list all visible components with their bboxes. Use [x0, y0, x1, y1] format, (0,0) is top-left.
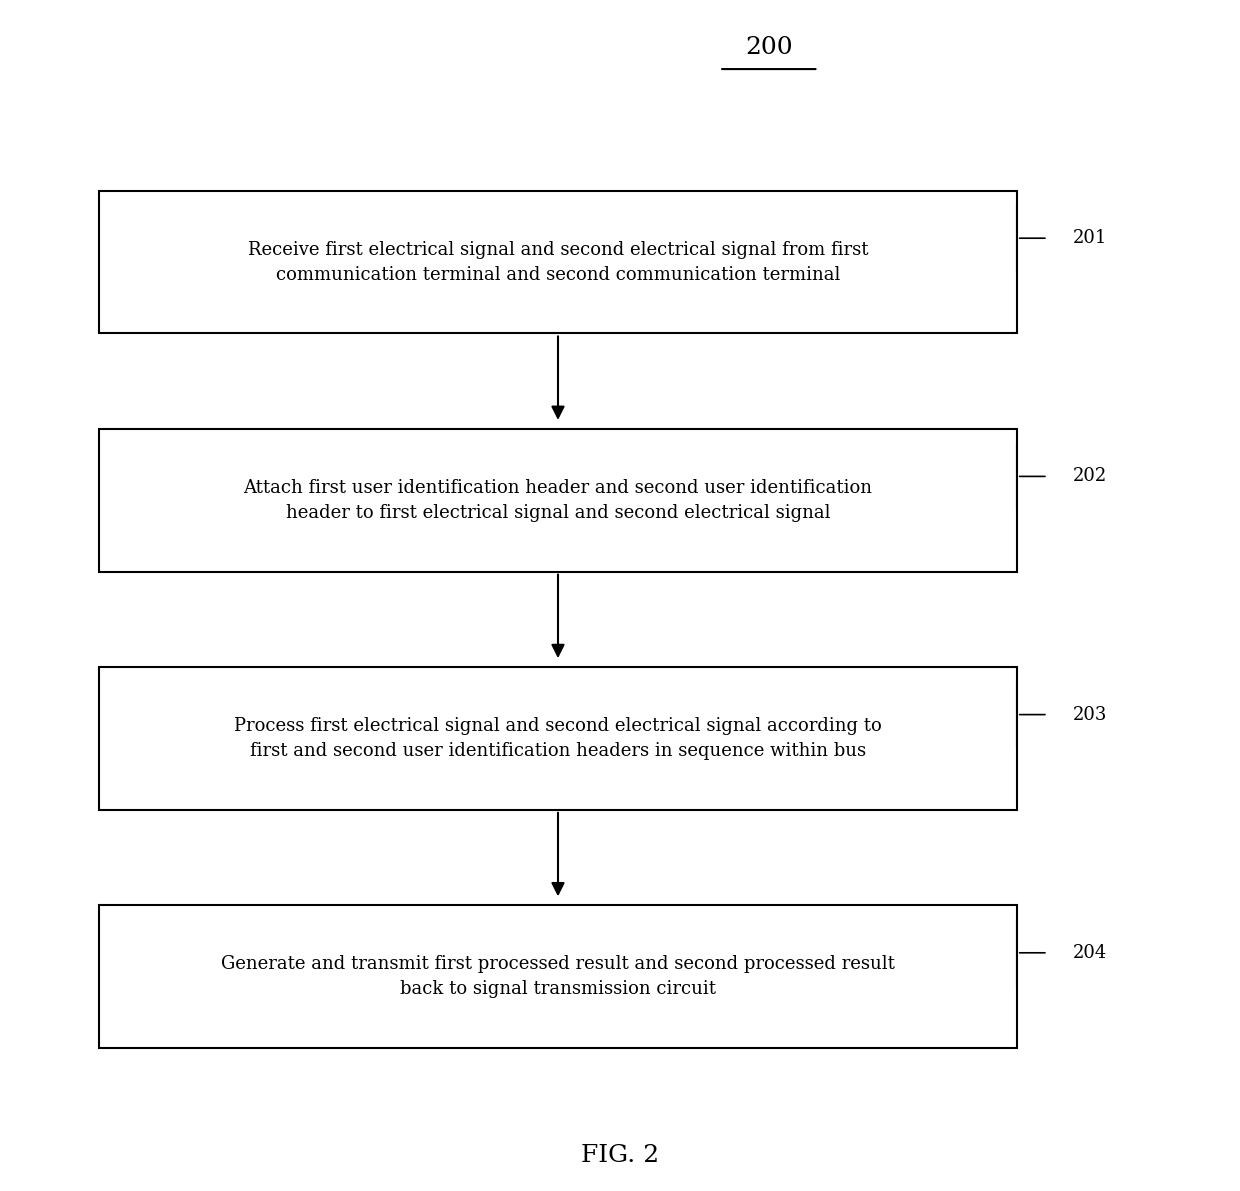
Text: Receive first electrical signal and second electrical signal from first
communic: Receive first electrical signal and seco… — [248, 241, 868, 283]
Text: 204: 204 — [1073, 943, 1107, 962]
Text: Generate and transmit first processed result and second processed result
back to: Generate and transmit first processed re… — [221, 955, 895, 998]
Text: 202: 202 — [1073, 467, 1107, 486]
Text: Process first electrical signal and second electrical signal according to
first : Process first electrical signal and seco… — [234, 717, 882, 760]
FancyBboxPatch shape — [99, 667, 1017, 810]
Text: 201: 201 — [1073, 229, 1107, 248]
Text: Attach first user identification header and second user identification
header to: Attach first user identification header … — [243, 479, 873, 522]
FancyBboxPatch shape — [99, 905, 1017, 1048]
Text: 200: 200 — [745, 36, 792, 60]
FancyBboxPatch shape — [99, 191, 1017, 333]
Text: FIG. 2: FIG. 2 — [580, 1143, 660, 1167]
FancyBboxPatch shape — [99, 429, 1017, 572]
Text: 203: 203 — [1073, 705, 1107, 724]
